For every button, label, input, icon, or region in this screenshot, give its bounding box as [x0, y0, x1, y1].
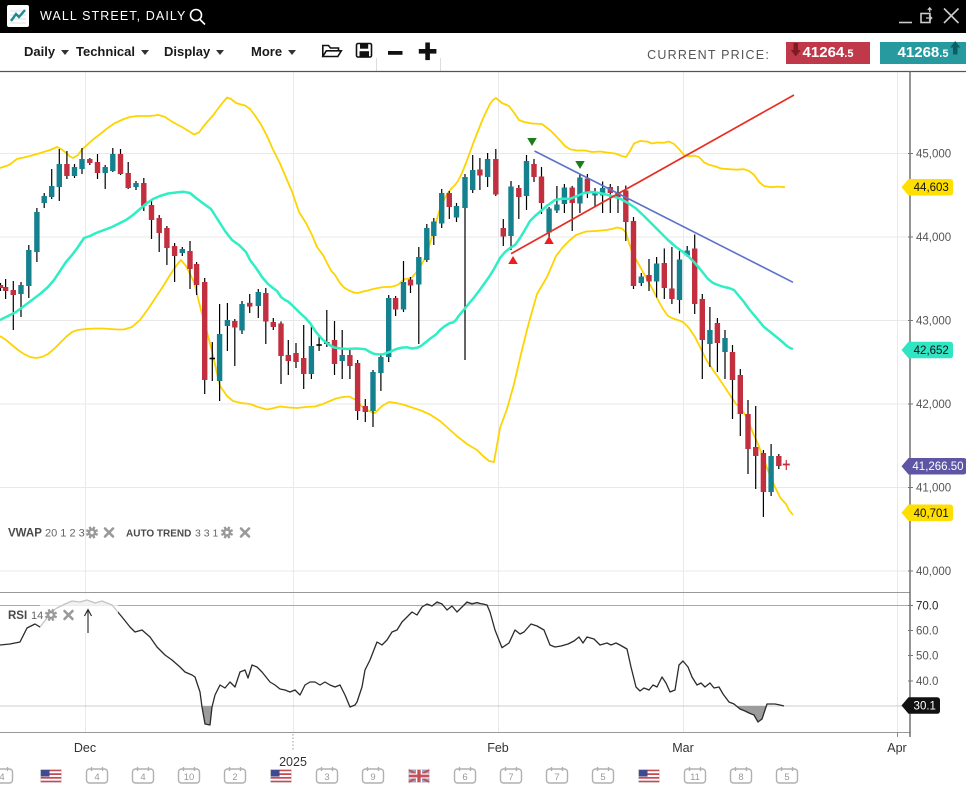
svg-text:40,701: 40,701: [914, 508, 949, 520]
svg-text:RSI: RSI: [8, 610, 27, 622]
svg-text:3: 3: [324, 772, 329, 783]
svg-text:30.1: 30.1: [914, 701, 936, 713]
svg-text:45,000: 45,000: [916, 149, 951, 161]
svg-text:2025: 2025: [279, 755, 307, 769]
svg-text:50.0: 50.0: [916, 651, 938, 663]
svg-text:43,000: 43,000: [916, 316, 951, 328]
svg-text:14: 14: [31, 610, 43, 622]
svg-text:41,000: 41,000: [916, 483, 951, 495]
svg-text:5: 5: [600, 772, 605, 783]
svg-text:11: 11: [690, 772, 700, 783]
svg-text:44,000: 44,000: [916, 232, 951, 244]
svg-text:42,000: 42,000: [916, 399, 951, 411]
svg-text:44,603: 44,603: [914, 182, 949, 194]
svg-text:70.0: 70.0: [916, 601, 938, 613]
svg-text:8: 8: [738, 772, 743, 783]
svg-text:6: 6: [462, 772, 467, 783]
svg-text:Feb: Feb: [487, 741, 509, 755]
svg-text:40.0: 40.0: [916, 676, 938, 688]
svg-text:VWAP: VWAP: [8, 528, 42, 540]
svg-text:7: 7: [508, 772, 513, 783]
svg-text:4: 4: [94, 772, 99, 783]
svg-text:42,652: 42,652: [914, 345, 949, 357]
svg-text:41,266.50: 41,266.50: [912, 461, 963, 473]
svg-text:7: 7: [554, 772, 559, 783]
svg-text:40,000: 40,000: [916, 566, 951, 578]
svg-text:9: 9: [370, 772, 375, 783]
svg-text:AUTO TREND: AUTO TREND: [126, 529, 191, 540]
svg-text:Mar: Mar: [672, 741, 694, 755]
svg-text:Apr: Apr: [887, 741, 906, 755]
svg-text:20 1 2 3: 20 1 2 3: [45, 528, 85, 540]
svg-text:4: 4: [0, 772, 5, 783]
svg-text:60.0: 60.0: [916, 626, 938, 638]
svg-text:4: 4: [140, 772, 145, 783]
svg-text:Dec: Dec: [74, 741, 96, 755]
svg-text:2: 2: [232, 772, 237, 783]
svg-text:5: 5: [784, 772, 789, 783]
svg-text:10: 10: [184, 772, 195, 783]
svg-text:3 3 1: 3 3 1: [195, 528, 219, 540]
